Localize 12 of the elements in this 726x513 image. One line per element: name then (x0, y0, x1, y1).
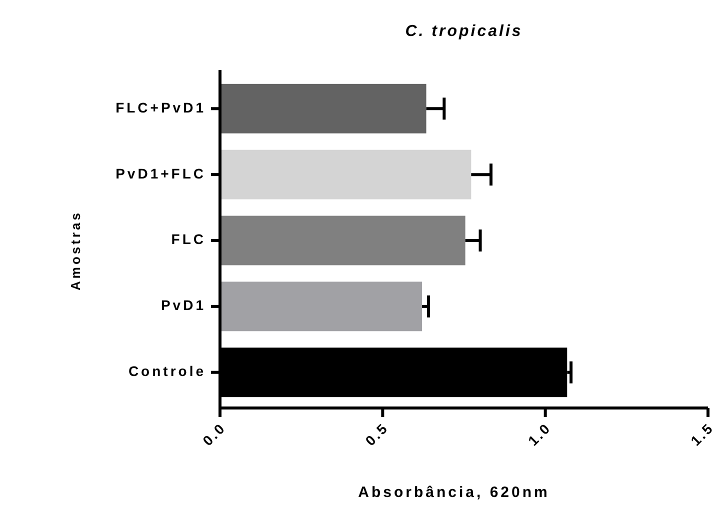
x-tick-label: 0.0 (199, 419, 229, 449)
x-axis-title: Absorbância, 620nm (358, 484, 550, 501)
y-axis-title: Amostras (68, 210, 83, 290)
x-tick-label: 0.5 (362, 419, 392, 449)
y-tick-label: FLC (171, 231, 206, 248)
y-tick-label: FLC+PvD1 (116, 99, 206, 116)
y-tick-label: PvD1 (160, 297, 206, 314)
y-tick-label: PvD1+FLC (116, 165, 206, 182)
chart-title: C. tropicalis (405, 23, 523, 40)
y-tick-label: Controle (128, 363, 206, 380)
x-tick-label: 1.0 (524, 419, 554, 449)
x-tick-label: 1.5 (687, 419, 717, 449)
